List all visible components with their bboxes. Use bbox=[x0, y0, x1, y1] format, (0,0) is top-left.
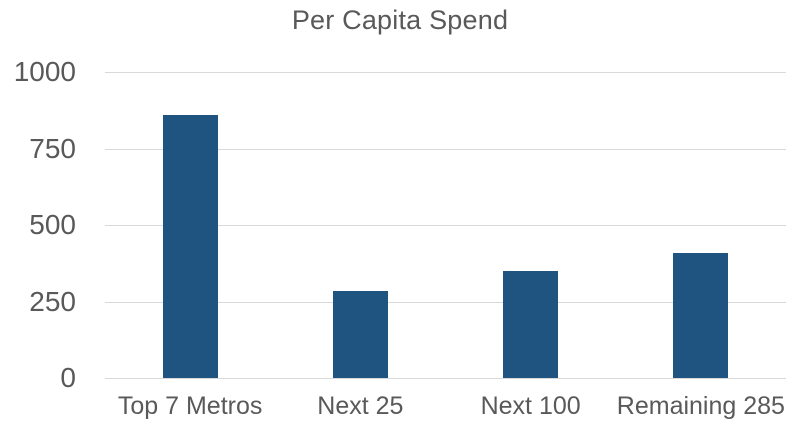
bar bbox=[162, 114, 218, 378]
y-axis: 0 250 500 750 1000 bbox=[0, 56, 76, 393]
gridline bbox=[105, 148, 786, 150]
bar bbox=[332, 290, 388, 378]
chart-title: Per Capita Spend bbox=[291, 5, 509, 35]
gridline bbox=[105, 72, 786, 73]
x-axis: Top 7 Metros Next 25 Next 100 Remaining 285 bbox=[105, 392, 786, 428]
bar bbox=[673, 252, 729, 378]
x-category-label: Top 7 Metros bbox=[117, 392, 263, 420]
gridline bbox=[105, 301, 786, 303]
y-tick-label: 0 bbox=[60, 362, 76, 393]
y-tick-label: 500 bbox=[29, 209, 76, 240]
plot-area bbox=[105, 72, 786, 379]
x-category-label: Next 100 bbox=[480, 392, 581, 420]
gridline bbox=[105, 378, 786, 379]
y-tick-label: 750 bbox=[29, 132, 76, 164]
y-tick-label: 1000 bbox=[13, 56, 76, 87]
y-tick-label: 250 bbox=[29, 285, 76, 317]
bar bbox=[503, 270, 559, 378]
x-category-label: Remaining 285 bbox=[616, 392, 785, 420]
gridline bbox=[105, 225, 786, 226]
x-category-label: Next 25 bbox=[317, 392, 404, 420]
